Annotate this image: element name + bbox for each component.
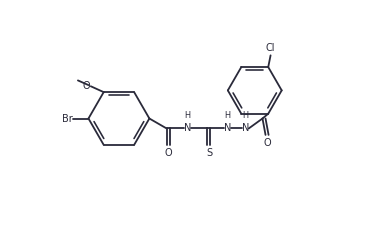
Text: N: N <box>242 123 249 133</box>
Text: N: N <box>224 123 231 133</box>
Text: O: O <box>82 81 90 91</box>
Text: N: N <box>184 123 191 133</box>
Text: Br: Br <box>62 114 72 123</box>
Text: H: H <box>224 111 230 120</box>
Text: H: H <box>184 111 190 120</box>
Text: Cl: Cl <box>266 43 275 53</box>
Text: H: H <box>242 111 248 120</box>
Text: O: O <box>263 138 271 148</box>
Text: S: S <box>206 148 212 158</box>
Text: O: O <box>164 148 172 158</box>
